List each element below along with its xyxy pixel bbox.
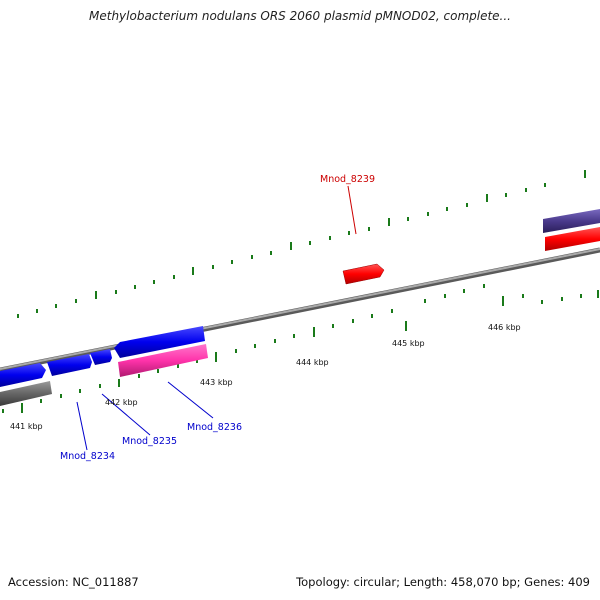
map-title: Methylobacterium nodulans ORS 2060 plasm… [89,9,511,23]
genome-backbone [0,247,600,373]
gene-mnod-8236-arrow[interactable] [114,326,205,358]
lower-tick-row [2,284,599,413]
kbp-label-445: 445 kbp [392,339,425,348]
kbp-label-442: 442 kbp [105,398,138,407]
kbp-label-441: 441 kbp [10,422,43,431]
kbp-label-444: 444 kbp [296,358,329,367]
accession-text: Accession: NC_011887 [8,575,139,589]
gene-label-mnod-8239[interactable]: Mnod_8239 [320,174,375,185]
label-leaders [76,185,357,451]
gene-label-mnod-8235[interactable]: Mnod_8235 [122,436,177,447]
pink-feature[interactable] [118,344,208,377]
purple-feature[interactable] [543,209,600,233]
kbp-label-446: 446 kbp [488,323,521,332]
red-feature-right[interactable] [545,227,600,251]
kbp-label-443: 443 kbp [200,378,233,387]
blue-gene-left[interactable] [0,363,46,387]
gray-feature[interactable] [0,381,52,406]
upper-tick-row [17,170,586,318]
gene-mnod-8239-arrow[interactable] [342,263,385,285]
gene-label-mnod-8234[interactable]: Mnod_8234 [60,451,115,462]
gene-mnod-8234-arrow[interactable] [47,354,92,376]
summary-text: Topology: circular; Length: 458,070 bp; … [296,575,590,589]
gene-label-mnod-8236[interactable]: Mnod_8236 [187,422,242,433]
gene-mnod-8235-arrow[interactable] [90,349,112,365]
